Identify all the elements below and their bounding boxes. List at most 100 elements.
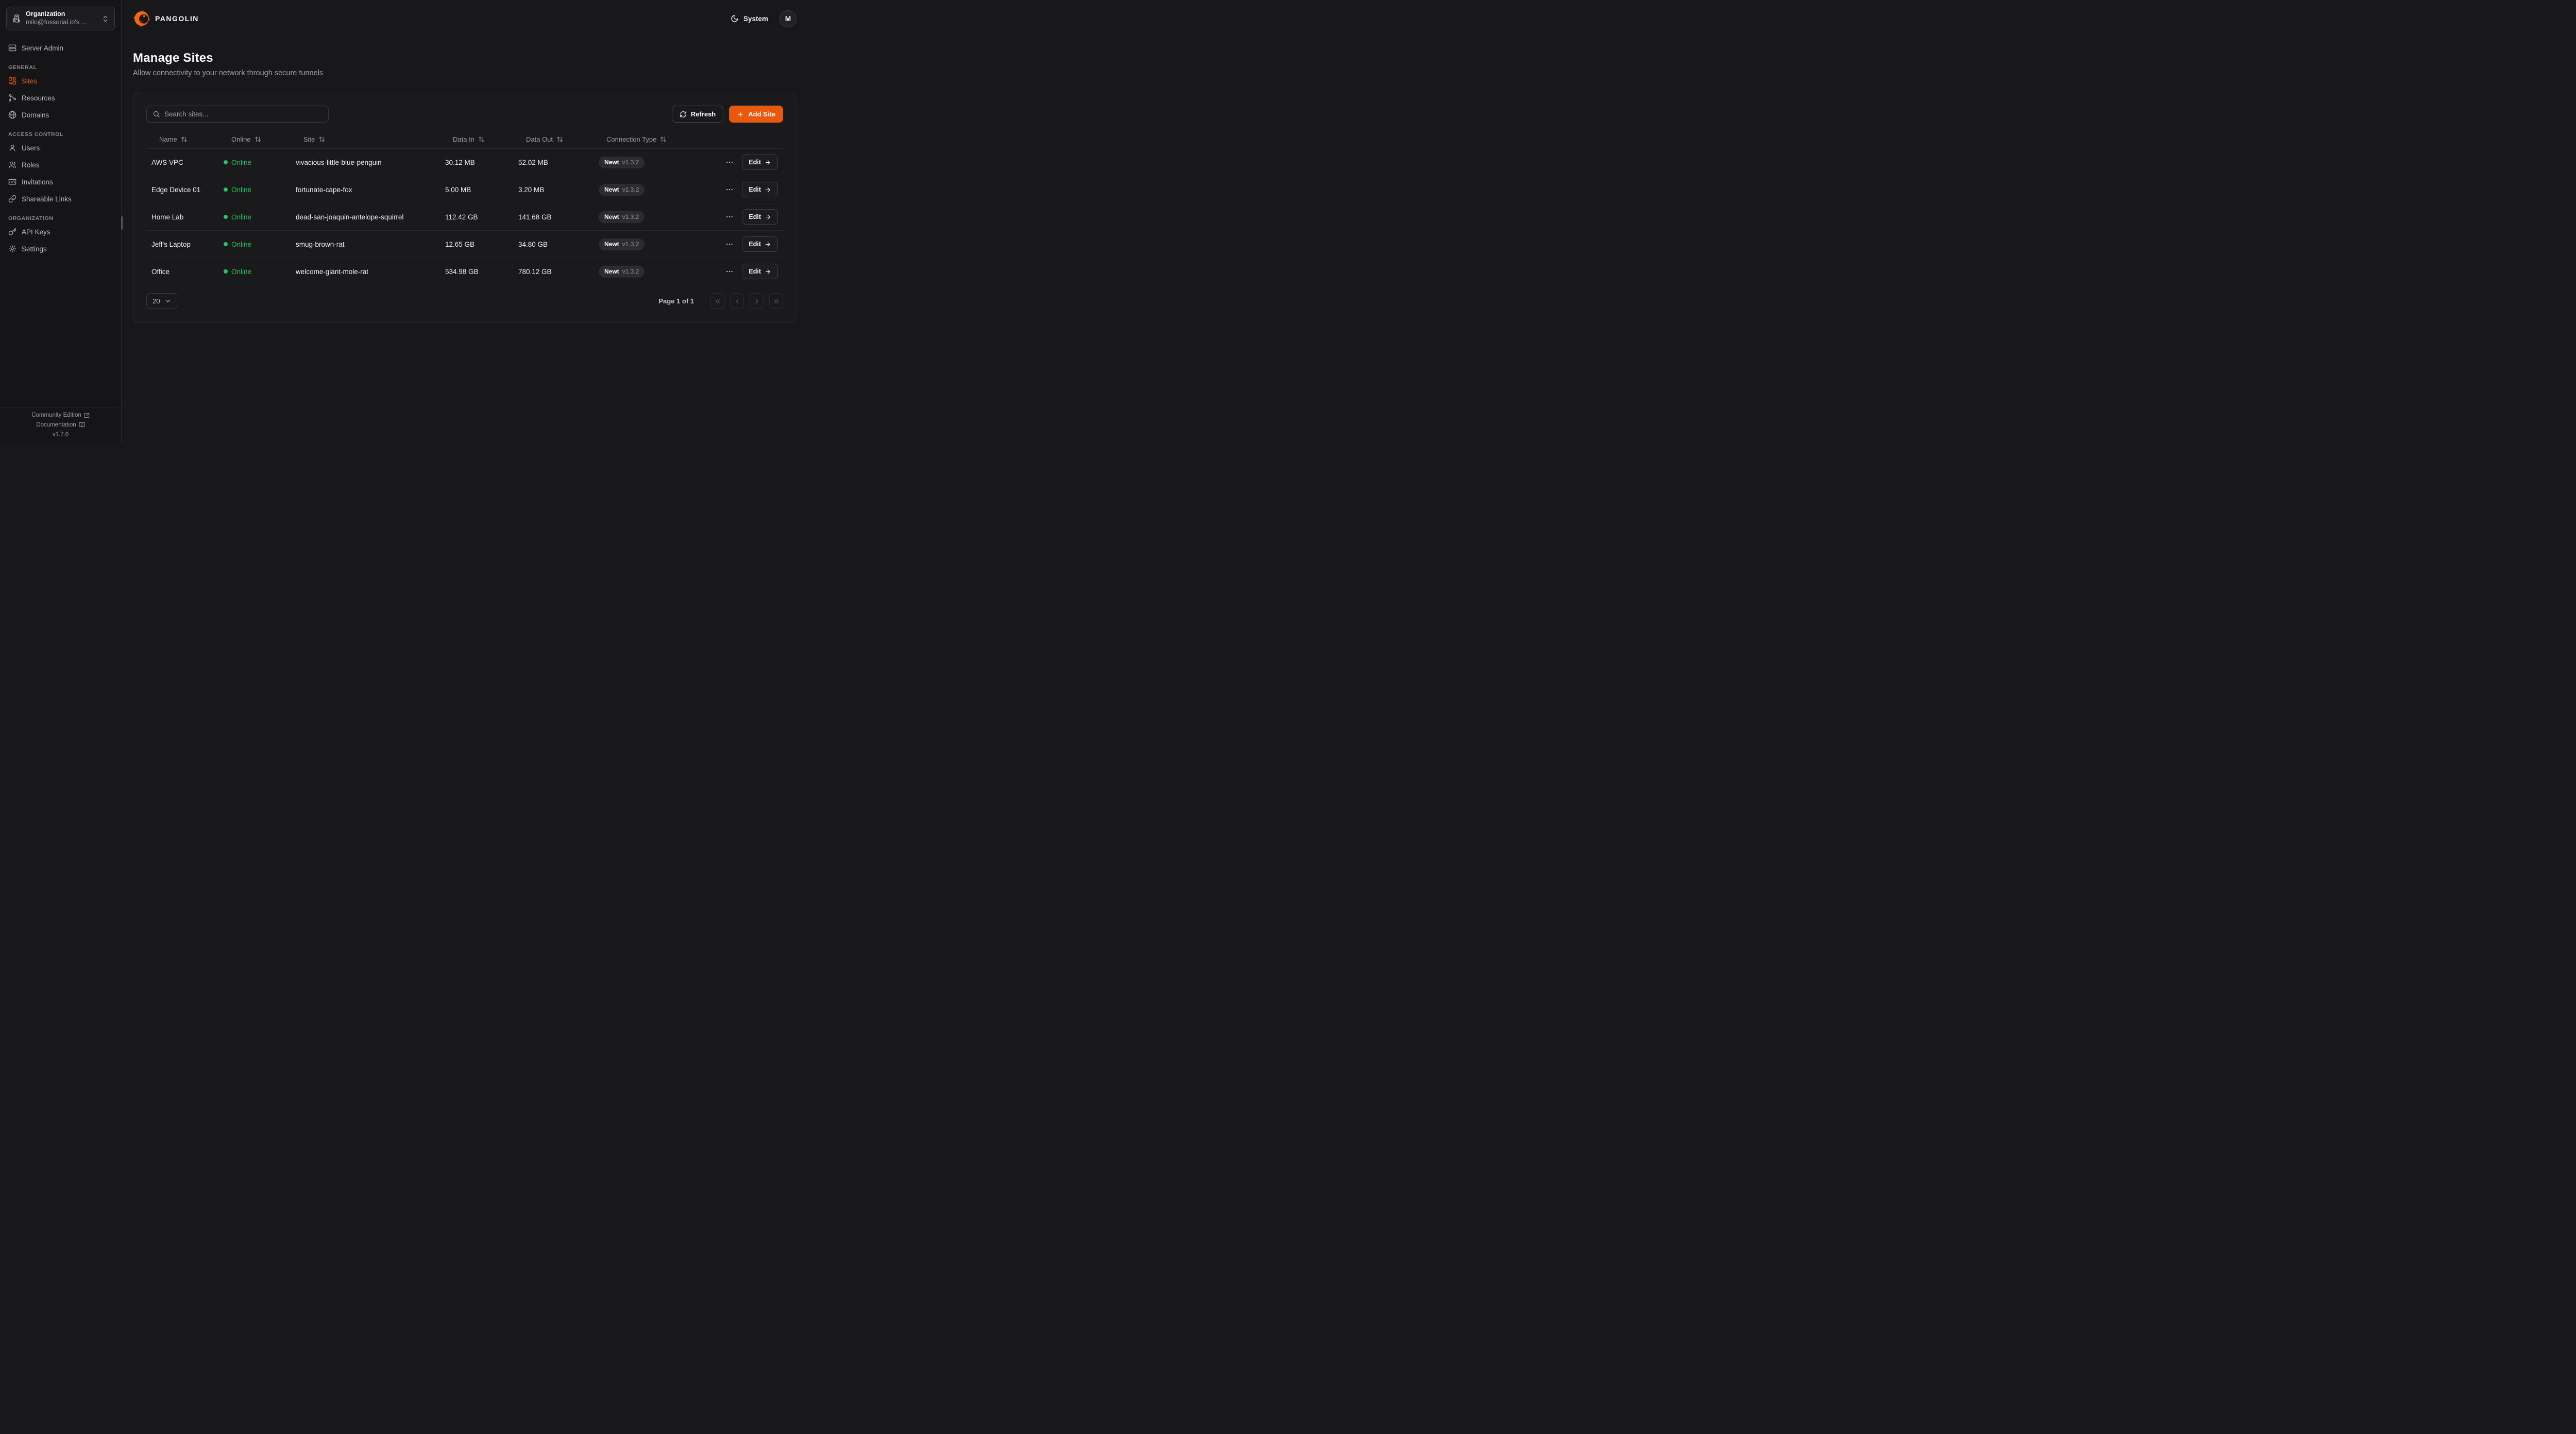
sidebar-item-label: Domains — [22, 111, 49, 119]
sidebar-item-domains[interactable]: Domains — [6, 108, 115, 122]
sidebar-item-label: Roles — [22, 161, 40, 169]
row-menu-button[interactable] — [723, 183, 736, 196]
online-status-label: Online — [231, 240, 252, 248]
arrow-right-icon — [766, 242, 770, 247]
online-status-label: Online — [231, 267, 252, 276]
sidebar-scroll-area: Organization milo@fossorial.io's ... Ser… — [0, 0, 121, 407]
connection-type-cell: Newt v1.3.2 — [594, 238, 717, 250]
sidebar-item-roles[interactable]: Roles — [6, 158, 115, 172]
sort-icon — [319, 136, 325, 142]
connection-name: Newt — [604, 186, 619, 193]
table-row: Home Lab Online dead-san-joaquin-antelop… — [146, 203, 783, 231]
refresh-icon — [680, 111, 687, 118]
documentation-link[interactable]: Documentation — [36, 422, 85, 428]
column-header-data-in[interactable]: Data In — [440, 135, 513, 143]
sidebar-section-organization: ORGANIZATION — [8, 215, 54, 221]
table-row: Office Online welcome-giant-mole-rat 534… — [146, 258, 783, 285]
theme-toggle-button[interactable]: System — [731, 14, 768, 23]
last-page-button[interactable] — [769, 293, 783, 309]
page-content: Manage Sites Allow connectivity to your … — [122, 37, 808, 323]
community-edition-link[interactable]: Community Edition — [31, 412, 90, 418]
page-size-select[interactable]: 20 — [146, 293, 178, 309]
site-slug-cell: welcome-giant-mole-rat — [296, 267, 369, 276]
column-header-name[interactable]: Name — [146, 135, 218, 143]
add-site-button[interactable]: Add Site — [729, 106, 783, 123]
sites-card: Refresh Add Site Name — [133, 93, 796, 323]
sidebar-item-label: Invitations — [22, 178, 53, 186]
edit-button[interactable]: Edit — [742, 264, 778, 279]
sort-icon — [557, 136, 563, 142]
table-header-row: Name Online Site Data In — [146, 130, 783, 149]
edit-button[interactable]: Edit — [742, 236, 778, 252]
app-version: v1.7.0 — [52, 432, 69, 438]
data-in-cell: 534.98 GB — [445, 267, 479, 276]
waypoints-icon — [8, 94, 16, 102]
sidebar-item-users[interactable]: Users — [6, 141, 115, 155]
row-menu-button[interactable] — [723, 265, 736, 278]
connection-version: v1.3.2 — [622, 186, 639, 193]
previous-page-button[interactable] — [730, 293, 744, 309]
edit-button[interactable]: Edit — [742, 155, 778, 170]
column-label: Name — [159, 135, 177, 143]
online-status-label: Online — [231, 185, 252, 194]
ticket-check-icon — [8, 178, 16, 186]
external-link-icon — [84, 413, 90, 418]
arrow-right-icon — [766, 214, 770, 219]
sidebar-item-settings[interactable]: Settings — [6, 242, 115, 255]
column-header-connection-type[interactable]: Connection Type — [594, 135, 717, 143]
site-name-cell: Office — [151, 267, 170, 276]
column-header-site[interactable]: Site — [291, 135, 440, 143]
first-page-button[interactable] — [710, 293, 724, 309]
row-menu-button[interactable] — [723, 156, 736, 168]
edit-button[interactable]: Edit — [742, 209, 778, 225]
online-status-cell: Online — [218, 268, 291, 276]
sidebar-scrollbar-thumb[interactable] — [121, 216, 123, 230]
sidebar-item-server-admin[interactable]: Server Admin — [6, 41, 115, 55]
search-input[interactable] — [164, 110, 323, 118]
column-label: Data Out — [526, 135, 553, 143]
avatar[interactable]: M — [779, 10, 796, 27]
online-status-dot — [224, 269, 228, 274]
data-out-cell: 52.02 MB — [518, 158, 548, 166]
row-menu-button[interactable] — [723, 238, 736, 250]
sidebar-item-shareable-links[interactable]: Shareable Links — [6, 192, 115, 206]
next-page-button[interactable] — [750, 293, 764, 309]
sidebar-item-resources[interactable]: Resources — [6, 91, 115, 105]
connection-type-badge: Newt v1.3.2 — [599, 238, 645, 250]
row-menu-button[interactable] — [723, 211, 736, 223]
sidebar-item-api-keys[interactable]: API Keys — [6, 225, 115, 238]
users-icon — [8, 161, 16, 169]
arrow-right-icon — [766, 187, 770, 192]
column-header-online[interactable]: Online — [218, 135, 291, 143]
connection-version: v1.3.2 — [622, 159, 639, 166]
sidebar-item-sites[interactable]: Sites — [6, 74, 115, 88]
edit-button[interactable]: Edit — [742, 182, 778, 197]
column-label: Online — [231, 135, 251, 143]
page-status: Page 1 of 1 — [658, 297, 694, 305]
refresh-button[interactable]: Refresh — [671, 106, 724, 123]
online-status-cell: Online — [218, 241, 291, 248]
connection-type-badge: Newt v1.3.2 — [599, 183, 645, 196]
online-status-dot — [224, 160, 228, 164]
table-toolbar: Refresh Add Site — [146, 106, 783, 123]
table-row: Edge Device 01 Online fortunate-cape-fox… — [146, 176, 783, 203]
site-name-cell: Home Lab — [151, 213, 184, 221]
online-status-dot — [224, 242, 228, 246]
connection-name: Newt — [604, 268, 619, 275]
connection-version: v1.3.2 — [622, 268, 639, 275]
online-status-cell: Online — [218, 186, 291, 194]
link-icon — [8, 195, 16, 203]
search-box — [146, 106, 329, 123]
topbar-right: System M — [731, 10, 796, 27]
sidebar-section-general: GENERAL — [8, 64, 37, 71]
add-site-label: Add Site — [748, 110, 775, 118]
column-header-data-out[interactable]: Data Out — [513, 135, 594, 143]
globe-icon — [8, 111, 16, 119]
org-switcher[interactable]: Organization milo@fossorial.io's ... — [6, 7, 115, 30]
sidebar: Organization milo@fossorial.io's ... Ser… — [0, 0, 123, 443]
toolbar-actions: Refresh Add Site — [671, 106, 783, 123]
online-status-dot — [224, 187, 228, 192]
sidebar-item-invitations[interactable]: Invitations — [6, 175, 115, 189]
row-actions: Edit — [717, 182, 783, 197]
online-status-label: Online — [231, 213, 252, 221]
